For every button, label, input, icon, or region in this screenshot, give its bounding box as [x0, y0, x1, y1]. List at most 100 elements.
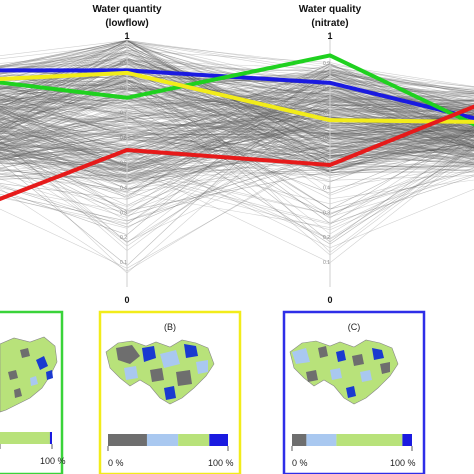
- solution-line: [0, 94, 474, 173]
- solution-line: [0, 113, 474, 138]
- solution-line: [0, 111, 474, 164]
- solution-line: [0, 76, 474, 235]
- solution-line: [0, 116, 474, 148]
- panel-a: 100 %: [0, 310, 66, 474]
- solution-line: [0, 99, 474, 149]
- solution-line: [0, 69, 474, 165]
- axis-tick-label: 0.4: [323, 185, 330, 191]
- solution-line: [0, 69, 474, 119]
- solution-line: [0, 117, 474, 172]
- solution-line: [0, 58, 474, 166]
- solution-line: [0, 84, 474, 148]
- solution-line: [0, 142, 474, 215]
- solution-line: [0, 86, 474, 169]
- coverage-bar-segment: [336, 434, 403, 446]
- solution-line: [0, 95, 474, 150]
- solution-line: [0, 69, 474, 167]
- solution-line: [0, 80, 474, 137]
- solution-line: [0, 86, 474, 117]
- axis-title-nitrate-line1: Water quality: [299, 4, 362, 15]
- solution-line: [0, 103, 474, 138]
- solution-line: [0, 80, 474, 162]
- coverage-bar-segment: [0, 432, 50, 444]
- solution-line: [0, 109, 474, 174]
- solution-line: [0, 106, 474, 172]
- coverage-bar-segment: [146, 434, 179, 446]
- solution-line: [0, 69, 474, 119]
- solution-line: [0, 125, 474, 155]
- solution-line: [0, 94, 474, 159]
- panel-b-coverage-bar: [107, 434, 229, 451]
- solution-line: [0, 78, 474, 120]
- axis-tick-label: 0.8: [323, 86, 330, 92]
- solution-line: [0, 75, 474, 120]
- solution-line: [0, 130, 474, 159]
- panel-c-coverage-bar: [291, 434, 413, 451]
- solution-line: [0, 91, 474, 148]
- solution-line: [0, 114, 474, 177]
- panel-c-map: [289, 339, 399, 405]
- solution-line: [0, 115, 474, 245]
- solution-line: [0, 63, 474, 166]
- solution-line: [0, 60, 474, 144]
- solution-line: [0, 95, 474, 172]
- axis-title-lowflow-line1: Water quantity: [92, 4, 162, 15]
- axis-title-lowflow-line2: (lowflow): [105, 18, 148, 29]
- solution-line: [0, 63, 474, 168]
- panel-a-coverage-bar: [0, 432, 53, 449]
- solution-line: [0, 40, 474, 162]
- solution-line: [0, 40, 474, 145]
- solution-line: [0, 79, 474, 225]
- solution-line: [0, 86, 474, 180]
- axis-tick-label: 0.2: [323, 235, 330, 241]
- axis-tick-label: 0.3: [323, 210, 330, 216]
- solution-line: [0, 74, 474, 267]
- solution-line: [0, 64, 474, 168]
- solution-line: [0, 86, 474, 197]
- solution-line: [0, 120, 474, 157]
- highlighted-series: [0, 53, 474, 202]
- solution-line: [0, 119, 474, 157]
- solution-line: [0, 142, 474, 222]
- solution-line: [0, 103, 474, 183]
- axes: Water quantity (lowflow) Water quality (…: [92, 4, 361, 305]
- axis-lowflow-bottom-label: 0: [124, 295, 129, 305]
- solution-line: [0, 115, 474, 165]
- solution-line: [0, 77, 474, 154]
- solution-line: [0, 111, 474, 161]
- solution-line: [0, 116, 474, 158]
- solution-line: [0, 58, 474, 147]
- solution-line: [0, 73, 474, 162]
- solution-line: [0, 82, 474, 173]
- coverage-bar-segment: [402, 434, 412, 446]
- solution-line: [0, 57, 474, 157]
- solution-line: [0, 116, 474, 155]
- solution-line: [0, 94, 474, 150]
- solution-line: [0, 108, 474, 152]
- solution-line: [0, 136, 474, 240]
- panel-c-pct-right: 100 %: [390, 458, 416, 468]
- solution-line: [0, 131, 474, 171]
- highlighted-series-line: [0, 104, 474, 202]
- solution-line: [0, 104, 474, 171]
- solution-line: [0, 145, 474, 183]
- solution-line: [0, 80, 474, 133]
- solution-line: [0, 99, 474, 145]
- solution-line: [0, 100, 474, 162]
- solution-line: [0, 74, 474, 146]
- solution-line: [0, 89, 474, 129]
- solution-line: [0, 106, 474, 164]
- solution-line: [0, 72, 474, 138]
- solution-line: [0, 74, 474, 104]
- solution-line: [0, 84, 474, 130]
- solution-line: [0, 94, 474, 152]
- solution-line: [0, 127, 474, 158]
- solution-line: [0, 114, 474, 182]
- panel-b-letter: (B): [164, 322, 176, 332]
- solution-line: [0, 110, 474, 149]
- solution-line: [0, 75, 474, 145]
- solution-line: [0, 70, 474, 106]
- solution-line: [0, 101, 474, 162]
- solution-line: [0, 106, 474, 229]
- solution-line: [0, 79, 474, 139]
